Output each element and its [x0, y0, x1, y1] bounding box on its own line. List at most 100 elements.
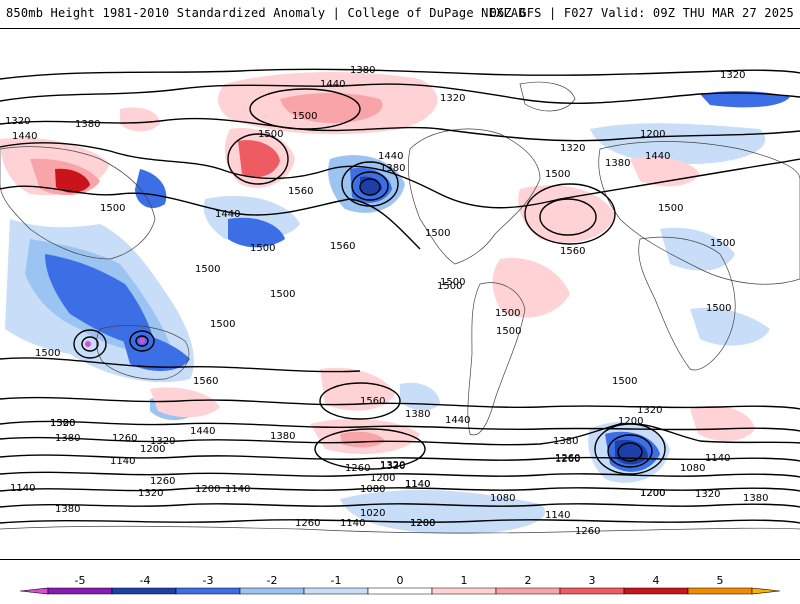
contour-label: 1260 [555, 453, 580, 464]
coastline-europe-asia [598, 141, 800, 285]
colorbar-segments [19, 587, 781, 595]
contour-label: 1200 [618, 416, 643, 427]
contour-closed [524, 183, 616, 245]
contour-closed [539, 198, 597, 236]
contour-label: 1500 [495, 308, 520, 319]
contour-closed [129, 330, 155, 352]
anomaly-region [700, 91, 790, 108]
contour-line [0, 117, 800, 142]
anomaly-region [660, 227, 735, 271]
contour-label: 1440 [215, 209, 240, 220]
contour-closed [319, 382, 401, 420]
colorbar-tick: -2 [266, 574, 278, 587]
contour-label: 1500 [658, 203, 683, 214]
contour-label: 1560 [193, 376, 218, 387]
anomaly-region [340, 431, 385, 448]
contour-label: 1380 [380, 163, 405, 174]
contour-closed [359, 178, 381, 196]
contour-label: 1380 [55, 433, 80, 444]
contour-label: 1200 [410, 518, 435, 529]
contour-closed [314, 428, 426, 470]
contour-label: 1260 [150, 476, 175, 487]
contour-label: 1500 [706, 303, 731, 314]
coastline-south-america [467, 282, 526, 436]
colorbar-tick: 1 [460, 574, 468, 587]
anomaly-region [690, 307, 770, 346]
contour-label: 1380 [350, 65, 375, 76]
contour-label: 1140 [705, 453, 730, 464]
contour-label: 1320 [380, 461, 405, 472]
contour-label: 1500 [440, 277, 465, 288]
colorbar-tick: -1 [330, 574, 342, 587]
colorbar-segment [559, 587, 625, 595]
contour-label: 1200 [370, 473, 395, 484]
coastline-antarctica [0, 525, 800, 534]
low-center-marker [627, 449, 633, 455]
contour-line [0, 519, 800, 524]
anomaly-region [400, 382, 440, 411]
contour-closed [73, 329, 107, 359]
contour-closed [351, 171, 389, 201]
contour-label: 1080 [360, 484, 385, 495]
contour-label: 1320 [5, 116, 30, 127]
contour-label: 1440 [320, 79, 345, 90]
contour-label: 1200 [140, 444, 165, 455]
contour-label: 1320 [380, 460, 405, 471]
contour-line [0, 142, 800, 209]
contour-closed [617, 442, 643, 462]
contour-label: 1500 [270, 289, 295, 300]
coastlines [0, 81, 800, 534]
colorbar-tick: 2 [524, 574, 532, 587]
low-center-marker [367, 184, 373, 190]
storm-centers [85, 184, 633, 455]
contour-label: 1380 [270, 431, 295, 442]
anomaly-region [690, 405, 755, 441]
contour-label: 1380 [553, 436, 578, 447]
contour-label: 1500 [210, 319, 235, 330]
contour-closed [227, 133, 289, 185]
colorbar-tick: -3 [202, 574, 214, 587]
contour-label: 1500 [496, 326, 521, 337]
contour-label: 1080 [680, 463, 705, 474]
colorbar-segment [239, 587, 305, 595]
contour-label: 1140 [225, 484, 250, 495]
contour-line [0, 357, 361, 373]
coastline-east-asia [0, 146, 156, 260]
colorbar-tick: -5 [74, 574, 86, 587]
contour-label: 1560 [360, 396, 385, 407]
anomaly-region [45, 254, 155, 345]
low-center-marker [139, 338, 145, 344]
contour-label: 1500 [437, 281, 462, 292]
contour-label: 1560 [288, 186, 313, 197]
header-bar: 850mb Height 1981-2010 Standardized Anom… [0, 0, 800, 26]
contour-label: 1200 [640, 488, 665, 499]
contour-label: 1320 [50, 418, 75, 429]
contour-label: 1140 [340, 518, 365, 529]
contour-label: 1380 [55, 504, 80, 515]
contour-label: 1500 [292, 111, 317, 122]
model-valid-time: 06Z GFS | F027 Valid: 09Z THU MAR 27 202… [489, 6, 794, 20]
contour-line [0, 83, 800, 104]
contour-label: 1260 [295, 518, 320, 529]
coastline-africa [638, 236, 736, 371]
contour-label: 1440 [645, 151, 670, 162]
colorbar-segment [303, 587, 369, 595]
contour-label: 1320 [138, 488, 163, 499]
contour-closed [607, 434, 653, 468]
colorbar-segment [19, 587, 49, 595]
colorbar-segment [495, 587, 561, 595]
contour-label: 1380 [605, 158, 630, 169]
anomaly-region [120, 107, 160, 132]
colorbar-segment [175, 587, 241, 595]
contour-label: 1260 [112, 433, 137, 444]
contour-line [0, 454, 800, 462]
anomaly-region [340, 489, 546, 534]
contour-label: 1200 [410, 518, 435, 529]
contour-label: 1440 [190, 426, 215, 437]
colorbar-segment [47, 587, 113, 595]
anomaly-region [518, 185, 615, 243]
contour-closed [135, 335, 149, 347]
coastline-australia [96, 325, 190, 380]
contour-closed [341, 161, 399, 207]
anomaly-region [238, 140, 280, 178]
